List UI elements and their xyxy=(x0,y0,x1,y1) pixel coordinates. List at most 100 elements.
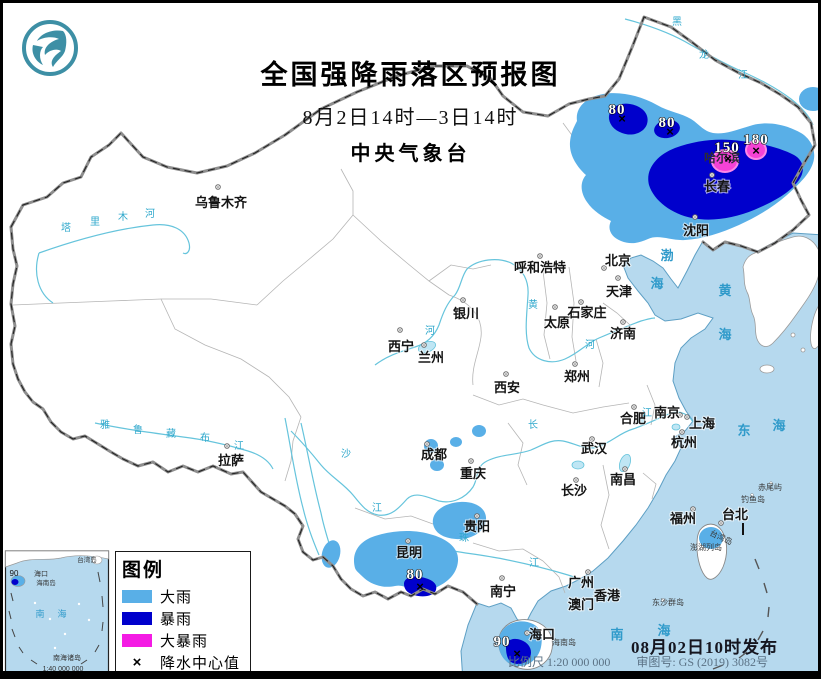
island-label: 海南岛 xyxy=(552,637,576,647)
inset-label: 海 xyxy=(57,608,66,619)
precip-center-cross: × xyxy=(666,124,674,139)
rivers xyxy=(35,18,814,586)
inset-label: 海南岛 xyxy=(36,578,56,587)
river-label: 河 xyxy=(425,325,435,337)
city-dot-center xyxy=(574,363,576,365)
city-label: 福州 xyxy=(669,511,696,526)
river-label: 布 xyxy=(200,432,210,444)
precip-center-value: 80 xyxy=(407,567,424,583)
sea-label: 南 xyxy=(610,627,623,642)
rain-sichuan-4 xyxy=(472,425,486,437)
river-label: 江 xyxy=(738,69,748,81)
severe-spot-180 xyxy=(745,140,767,160)
island-label: 澎湖列岛 xyxy=(690,542,722,552)
city-label: 太原 xyxy=(543,315,570,330)
japan-island xyxy=(810,301,818,349)
precip-center-cross: × xyxy=(618,111,626,126)
city-dot-center xyxy=(501,577,503,579)
city-dot-center xyxy=(624,468,626,470)
city-label: 澳门 xyxy=(568,597,594,612)
city-dot-center xyxy=(423,344,425,346)
precip-center-value: 80 xyxy=(659,115,676,131)
map-scale-line: 比例尺 1:20 000 000 审图号: GS (2019) 3082号 xyxy=(508,653,794,670)
dongsha-islet xyxy=(661,598,665,602)
rain-storm xyxy=(404,103,803,665)
city-label: 杭州 xyxy=(671,435,697,450)
lakes xyxy=(417,340,681,473)
city-label: 重庆 xyxy=(460,466,486,481)
sea-label: 海 xyxy=(657,623,670,638)
river-label: 河 xyxy=(585,339,595,351)
river-label: 河 xyxy=(145,208,155,220)
scale-text: 比例尺 1:20 000 000 xyxy=(508,655,611,669)
city-dot-center xyxy=(554,306,556,308)
inset-label: 90 xyxy=(10,569,19,578)
city-label: 济南 xyxy=(610,326,636,341)
storm-hainan xyxy=(506,638,531,665)
precip-center-cross: × xyxy=(752,143,760,158)
severe-spot-150 xyxy=(711,149,739,173)
sea-label: 海 xyxy=(772,418,785,433)
city-dot-center xyxy=(587,571,589,573)
storm-ne-main xyxy=(648,139,803,220)
city-dot-center xyxy=(462,299,464,301)
city-dot-center xyxy=(679,414,681,416)
city-label: 上海 xyxy=(689,416,715,431)
river-label: 雅 xyxy=(100,418,110,431)
precip-center-value: 180 xyxy=(743,132,769,148)
island-label: 钓鱼岛 xyxy=(741,494,765,504)
city-label: 武汉 xyxy=(581,441,608,456)
city-dot-center xyxy=(692,508,694,510)
city-label: 呼和浩特 xyxy=(514,260,566,275)
city-dot-center xyxy=(505,373,507,375)
city-label: 西安 xyxy=(494,380,520,395)
city-dot-center xyxy=(694,216,696,218)
city-dot-center xyxy=(575,479,577,481)
heavy-rain-swatch xyxy=(122,590,152,603)
city-label: 天津 xyxy=(606,284,632,299)
city-dot-center xyxy=(426,443,428,445)
sea-label: 黄 xyxy=(718,283,731,298)
legend-title: 图例 xyxy=(122,560,165,581)
island-label: 东沙群岛 xyxy=(652,597,684,607)
city-label: 乌鲁木齐 xyxy=(195,195,248,210)
inset-mainland xyxy=(5,550,109,568)
sea-area xyxy=(460,232,818,671)
legend-box: 图例 大雨 暴雨 大暴雨 × 降水中心值 xyxy=(115,551,251,671)
pearl-river xyxy=(440,548,592,586)
city-dot-center xyxy=(226,445,228,447)
chiwei-islet xyxy=(769,481,773,485)
sea-label: 东 xyxy=(737,423,750,438)
nine-dash-line xyxy=(712,558,770,670)
city-label: 沈阳 xyxy=(683,223,709,238)
city-label: 北京 xyxy=(605,253,631,268)
city-dot-center xyxy=(617,277,619,279)
national-border xyxy=(9,15,817,606)
city-label: 昆明 xyxy=(396,545,422,560)
city-label: 兰州 xyxy=(418,350,444,365)
city-label: 西宁 xyxy=(388,339,414,354)
river-label: 黑 xyxy=(672,16,682,28)
river-label: 木 xyxy=(118,211,128,223)
city-dot-center xyxy=(686,416,688,418)
korea-peninsula xyxy=(742,235,818,347)
river-label: 塔 xyxy=(61,221,71,234)
city-dot-center xyxy=(580,301,582,303)
yellow-river xyxy=(374,259,656,366)
foreign-land xyxy=(742,235,818,374)
city-label: 海口 xyxy=(529,627,555,642)
river-label: 珠 xyxy=(459,531,469,544)
precip-center-cross: × xyxy=(416,579,424,594)
city-dot-center xyxy=(217,186,219,188)
city-dot-center xyxy=(622,321,624,323)
center-value-symbol: × xyxy=(132,654,142,671)
city-dot-center xyxy=(399,329,401,331)
storm-ne-2 xyxy=(654,119,680,139)
city-dot-center xyxy=(633,406,635,408)
rain-sichuan-3 xyxy=(450,437,462,447)
issue-time: 08月02日10时发布 xyxy=(631,638,778,657)
rain-taiwan xyxy=(699,527,723,549)
